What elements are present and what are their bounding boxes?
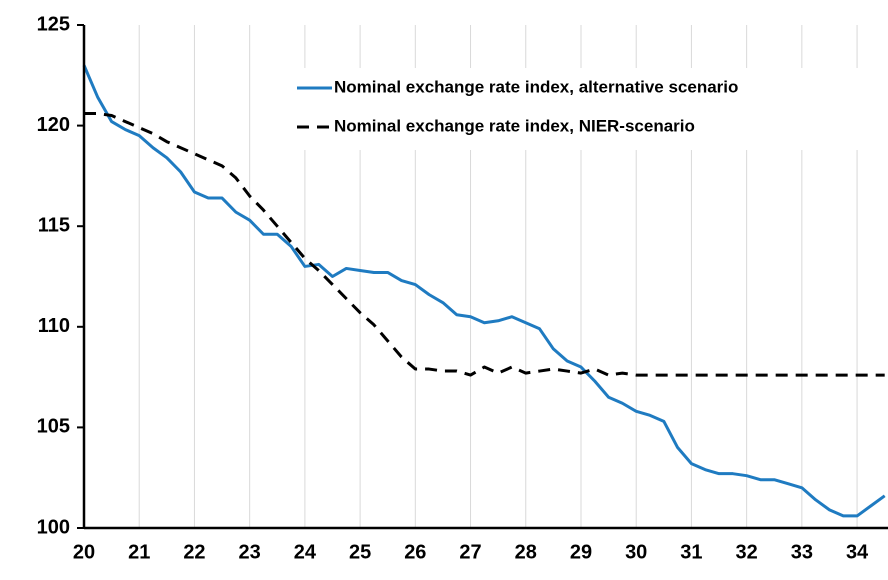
- y-tick-label: 105: [37, 416, 70, 438]
- legend-label: Nominal exchange rate index, alternative…: [334, 77, 738, 96]
- x-tick-label: 25: [349, 541, 371, 563]
- x-tick-label: 28: [515, 541, 537, 563]
- x-tick-label: 32: [736, 541, 758, 563]
- x-tick-label: 23: [239, 541, 261, 563]
- series-line: [82, 64, 886, 518]
- series-line: [84, 112, 885, 377]
- x-tick-label: 20: [73, 541, 95, 563]
- plot-area: [82, 64, 886, 518]
- axes: 20 21 22 23 24 25 26 27 28 29 30 31 32 33 34 100 105 110 1…: [37, 13, 888, 563]
- x-tick-label: 30: [625, 541, 647, 563]
- x-tick-label: 22: [183, 541, 205, 563]
- legend-label: Nominal exchange rate index, NIER-scenar…: [334, 116, 695, 135]
- x-tick-label: 24: [294, 541, 317, 563]
- y-tick-label: 110: [38, 315, 70, 337]
- x-tick-label: 31: [680, 541, 702, 563]
- legend: Nominal exchange rate index, alternative…: [270, 68, 870, 150]
- x-tick-label: 27: [459, 541, 481, 563]
- y-tick-label: 115: [38, 214, 70, 236]
- legend-box: [270, 68, 870, 150]
- y-tick-label: 125: [37, 13, 70, 35]
- x-tick-label: 33: [791, 541, 813, 563]
- y-tick-label: 120: [37, 114, 70, 136]
- x-tick-label: 21: [128, 541, 150, 563]
- x-tick-label: 29: [570, 541, 592, 563]
- y-tick-label: 100: [37, 516, 70, 538]
- x-tick-label: 34: [846, 541, 869, 563]
- x-tick-label: 26: [404, 541, 426, 563]
